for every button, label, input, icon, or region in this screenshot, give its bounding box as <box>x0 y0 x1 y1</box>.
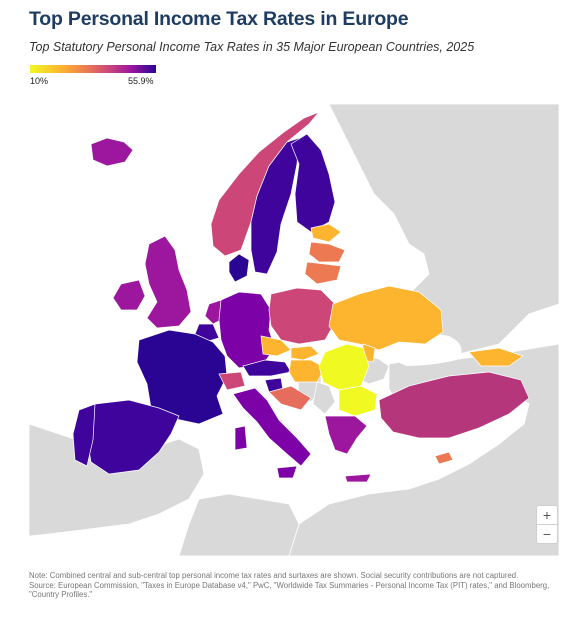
color-scale-legend <box>30 65 156 73</box>
zoom-in-button[interactable]: + <box>537 506 557 525</box>
country-serbia <box>312 381 336 415</box>
zoom-out-button[interactable]: − <box>542 526 552 542</box>
country-iceland <box>90 137 134 167</box>
country-norway <box>210 111 320 257</box>
countries <box>72 111 530 483</box>
country-cyprus <box>434 451 454 465</box>
footer-source: Source: European Commission, "Taxes in E… <box>29 580 550 600</box>
country-france <box>136 329 228 425</box>
country-crete <box>344 473 372 483</box>
country-switzerland <box>218 371 246 391</box>
country-denmark <box>228 253 250 283</box>
country-greece <box>324 415 368 455</box>
country-finland <box>290 133 336 233</box>
country-georgia <box>468 347 524 367</box>
country-portugal <box>72 403 96 467</box>
legend-min-label: 10% <box>30 76 49 86</box>
country-bulgaria <box>338 385 378 417</box>
country-turkey <box>378 371 530 439</box>
country-germany <box>218 291 276 369</box>
legend-max-label: 55.9% <box>128 76 154 86</box>
country-latvia <box>308 241 346 263</box>
europe-map-svg[interactable] <box>29 104 559 556</box>
country-italy <box>232 387 312 467</box>
country-poland <box>268 287 336 345</box>
country-croatia <box>268 385 312 411</box>
libya-region <box>178 493 300 556</box>
country-sicily <box>276 465 298 479</box>
country-united-kingdom <box>144 235 192 329</box>
country-sweden <box>250 137 300 275</box>
zoom-controls: + − <box>536 505 558 544</box>
country-romania <box>318 343 370 391</box>
footer-note: Note: Combined central and sub-central t… <box>29 571 519 580</box>
country-ukraine <box>328 285 444 351</box>
country-czechia <box>260 335 292 357</box>
country-sardinia <box>234 425 248 451</box>
country-lithuania <box>304 261 342 285</box>
country-slovakia <box>290 345 320 361</box>
europe-map[interactable] <box>29 104 559 556</box>
footer-notes: Note: Combined central and sub-central t… <box>29 571 559 600</box>
country-ireland <box>112 279 146 311</box>
country-estonia <box>310 223 342 243</box>
page-subtitle: Top Statutory Personal Income Tax Rates … <box>29 40 475 54</box>
page-title: Top Personal Income Tax Rates in Europe <box>29 8 409 30</box>
